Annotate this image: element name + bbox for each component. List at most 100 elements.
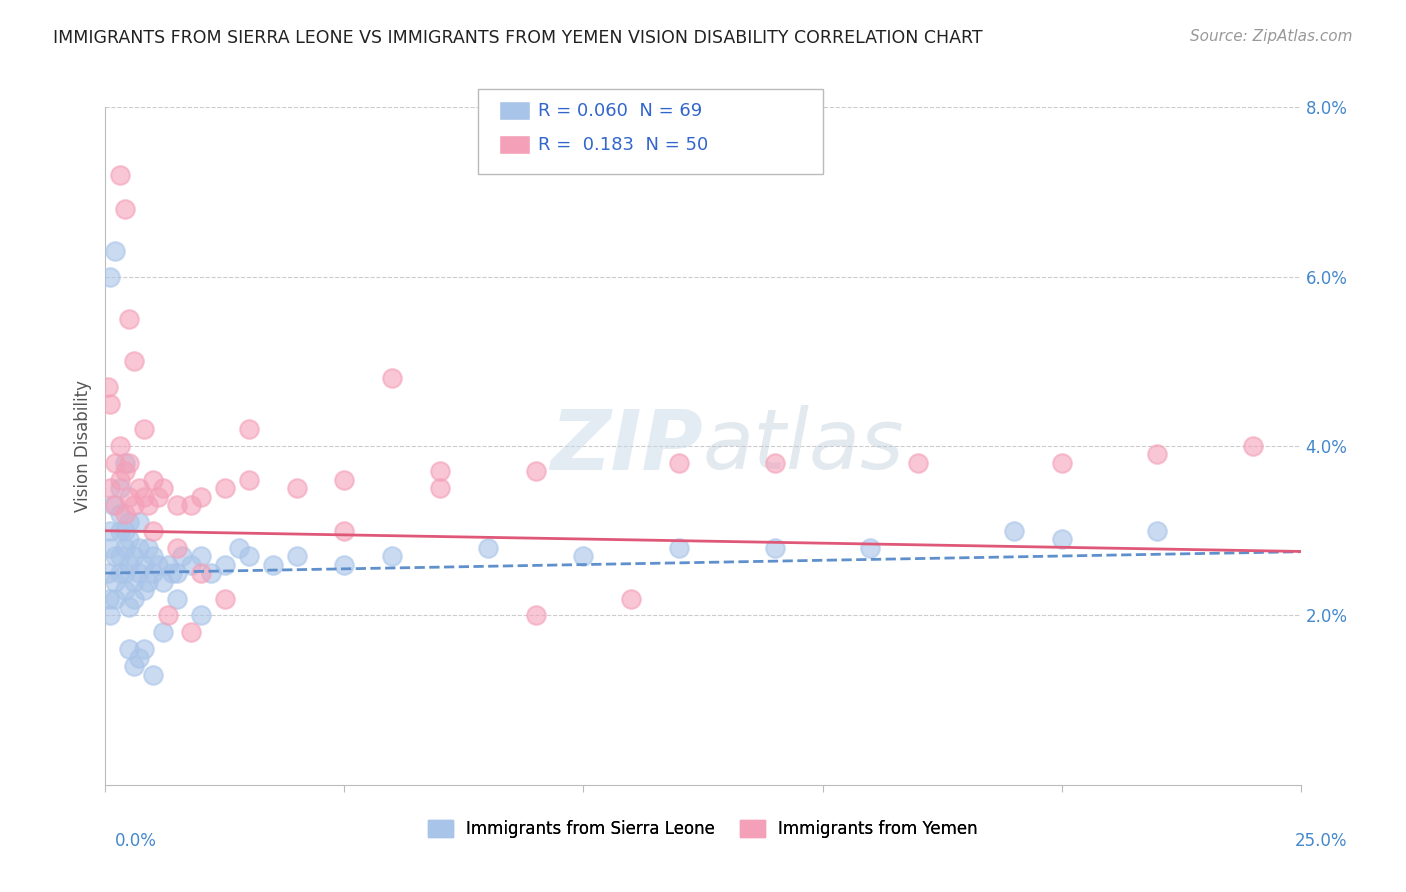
Point xyxy=(156,558,179,572)
Point xyxy=(190,608,212,623)
Point xyxy=(524,464,547,478)
Point xyxy=(104,574,127,589)
Point xyxy=(214,482,236,496)
Point xyxy=(138,541,160,555)
Point xyxy=(214,558,236,572)
Point xyxy=(98,608,121,623)
Point xyxy=(238,473,260,487)
Point xyxy=(668,541,690,555)
Point xyxy=(122,591,145,606)
Point xyxy=(333,558,356,572)
Point xyxy=(97,380,120,394)
Point xyxy=(190,549,212,564)
Point xyxy=(108,566,131,581)
Point xyxy=(859,541,882,555)
Legend: Immigrants from Sierra Leone, Immigrants from Yemen: Immigrants from Sierra Leone, Immigrants… xyxy=(422,813,984,845)
Point xyxy=(200,566,222,581)
Point xyxy=(152,625,174,640)
Point xyxy=(118,515,141,529)
Point xyxy=(763,541,786,555)
Point xyxy=(108,549,131,564)
Point xyxy=(98,482,121,496)
Point xyxy=(114,202,136,216)
Point xyxy=(108,482,131,496)
Point xyxy=(146,558,169,572)
Point xyxy=(128,515,150,529)
Point xyxy=(1146,448,1168,462)
Point xyxy=(118,558,141,572)
Point xyxy=(118,490,141,504)
Point xyxy=(122,354,145,368)
Point xyxy=(108,507,131,521)
Point xyxy=(132,490,155,504)
Point xyxy=(122,498,145,512)
Point xyxy=(190,566,212,581)
Point xyxy=(156,608,179,623)
Point xyxy=(118,456,141,470)
Point xyxy=(668,456,690,470)
Point xyxy=(97,566,120,581)
Point xyxy=(238,422,260,436)
Point xyxy=(1146,524,1168,538)
Text: IMMIGRANTS FROM SIERRA LEONE VS IMMIGRANTS FROM YEMEN VISION DISABILITY CORRELAT: IMMIGRANTS FROM SIERRA LEONE VS IMMIGRAN… xyxy=(53,29,983,46)
Point xyxy=(104,549,127,564)
Point xyxy=(238,549,260,564)
Point xyxy=(180,558,202,572)
Point xyxy=(1002,524,1025,538)
Point xyxy=(104,244,127,259)
Point xyxy=(104,498,127,512)
Point xyxy=(429,482,451,496)
Point xyxy=(142,566,165,581)
Point xyxy=(381,549,404,564)
Point xyxy=(114,456,136,470)
Point xyxy=(1241,439,1264,453)
Point xyxy=(132,558,155,572)
Point xyxy=(152,482,174,496)
Point xyxy=(118,532,141,546)
Point xyxy=(108,524,131,538)
Point xyxy=(142,473,165,487)
Point xyxy=(104,591,127,606)
Point xyxy=(104,456,127,470)
Point xyxy=(477,541,499,555)
Point xyxy=(122,574,145,589)
Point xyxy=(180,625,202,640)
Point xyxy=(108,168,131,182)
Text: atlas: atlas xyxy=(703,406,904,486)
Point xyxy=(98,396,121,410)
Point xyxy=(170,549,193,564)
Text: ZIP: ZIP xyxy=(550,406,703,486)
Text: 0.0%: 0.0% xyxy=(115,831,157,849)
Point xyxy=(524,608,547,623)
Point xyxy=(128,482,150,496)
Point xyxy=(114,541,136,555)
Y-axis label: Vision Disability: Vision Disability xyxy=(73,380,91,512)
Point xyxy=(114,464,136,478)
Point xyxy=(166,591,188,606)
Point xyxy=(285,549,308,564)
Point xyxy=(118,312,141,326)
Point xyxy=(285,482,308,496)
Point xyxy=(132,642,155,657)
Point xyxy=(262,558,284,572)
Point xyxy=(114,583,136,598)
Point xyxy=(214,591,236,606)
Point xyxy=(114,566,136,581)
Point xyxy=(142,549,165,564)
Point xyxy=(620,591,643,606)
Point xyxy=(152,574,174,589)
Point xyxy=(114,524,136,538)
Point xyxy=(114,507,136,521)
Point xyxy=(138,498,160,512)
Text: R =  0.183  N = 50: R = 0.183 N = 50 xyxy=(538,136,709,153)
Point xyxy=(142,667,165,681)
Point xyxy=(97,591,120,606)
Text: 25.0%: 25.0% xyxy=(1295,831,1347,849)
Point xyxy=(333,524,356,538)
Point xyxy=(763,456,786,470)
Point xyxy=(146,490,169,504)
Point xyxy=(381,371,404,385)
Point xyxy=(138,574,160,589)
Point xyxy=(132,583,155,598)
Point xyxy=(101,498,124,512)
